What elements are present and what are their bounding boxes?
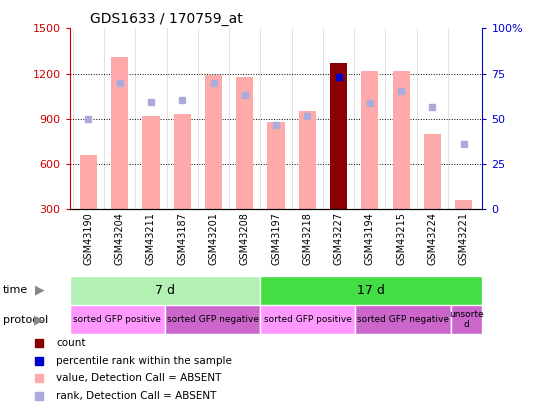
Text: sorted GFP positive: sorted GFP positive bbox=[264, 315, 352, 324]
Bar bbox=[70, 276, 260, 305]
Bar bbox=[143, 116, 160, 209]
Text: 17 d: 17 d bbox=[358, 284, 385, 297]
Text: protocol: protocol bbox=[3, 315, 48, 324]
Bar bbox=[267, 122, 285, 209]
Text: GSM43190: GSM43190 bbox=[84, 212, 93, 265]
Bar bbox=[455, 200, 472, 209]
Bar bbox=[111, 57, 128, 209]
Text: GSM43197: GSM43197 bbox=[271, 212, 281, 265]
Text: GSM43187: GSM43187 bbox=[177, 212, 187, 265]
Bar bbox=[451, 305, 482, 334]
Text: GSM43218: GSM43218 bbox=[302, 212, 312, 265]
Bar bbox=[205, 75, 222, 209]
Bar bbox=[80, 155, 97, 209]
Bar bbox=[260, 305, 355, 334]
Text: count: count bbox=[56, 338, 86, 348]
Text: ▶: ▶ bbox=[34, 313, 43, 326]
Text: rank, Detection Call = ABSENT: rank, Detection Call = ABSENT bbox=[56, 391, 217, 401]
Text: GSM43211: GSM43211 bbox=[146, 212, 156, 265]
Bar bbox=[236, 77, 254, 209]
Bar bbox=[165, 305, 260, 334]
Text: sorted GFP positive: sorted GFP positive bbox=[73, 315, 161, 324]
Bar bbox=[260, 276, 482, 305]
Text: time: time bbox=[3, 286, 28, 295]
Bar bbox=[299, 111, 316, 209]
Bar bbox=[330, 63, 347, 209]
Text: sorted GFP negative: sorted GFP negative bbox=[167, 315, 258, 324]
Bar bbox=[174, 114, 191, 209]
Bar bbox=[361, 71, 378, 209]
Text: GSM43208: GSM43208 bbox=[240, 212, 250, 265]
Text: ▶: ▶ bbox=[35, 284, 45, 297]
Text: 7 d: 7 d bbox=[155, 284, 175, 297]
Text: GSM43215: GSM43215 bbox=[396, 212, 406, 265]
Text: sorted GFP negative: sorted GFP negative bbox=[357, 315, 449, 324]
Text: GSM43227: GSM43227 bbox=[333, 212, 344, 265]
Bar bbox=[70, 305, 165, 334]
Text: GSM43204: GSM43204 bbox=[115, 212, 125, 265]
Bar bbox=[392, 71, 410, 209]
Bar bbox=[424, 134, 441, 209]
Text: percentile rank within the sample: percentile rank within the sample bbox=[56, 356, 232, 366]
Text: GSM43224: GSM43224 bbox=[427, 212, 437, 265]
Text: GSM43201: GSM43201 bbox=[209, 212, 219, 265]
Text: unsorte
d: unsorte d bbox=[449, 310, 484, 329]
Bar bbox=[355, 305, 451, 334]
Text: GSM43221: GSM43221 bbox=[459, 212, 468, 265]
Text: value, Detection Call = ABSENT: value, Detection Call = ABSENT bbox=[56, 373, 222, 384]
Text: GSM43194: GSM43194 bbox=[365, 212, 375, 265]
Text: GDS1633 / 170759_at: GDS1633 / 170759_at bbox=[90, 12, 243, 26]
